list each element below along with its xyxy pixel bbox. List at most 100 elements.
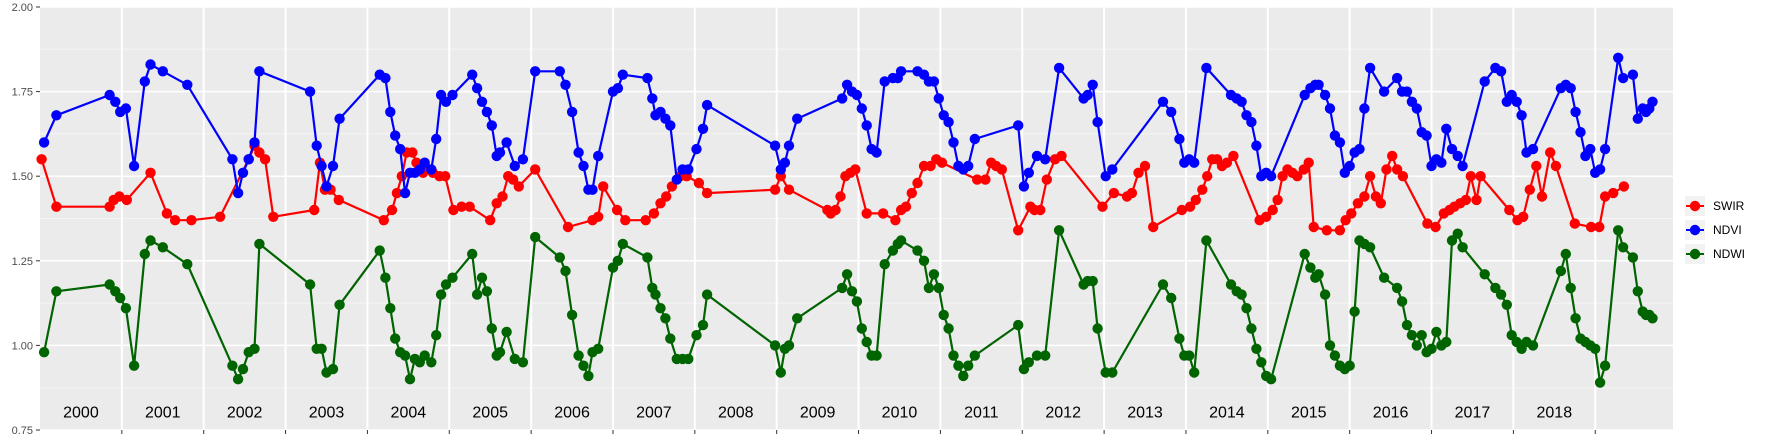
data-point-ndvi bbox=[1421, 130, 1432, 141]
data-point-swir bbox=[1381, 164, 1392, 175]
data-point-swir bbox=[1202, 171, 1213, 182]
data-point-ndwi bbox=[701, 289, 713, 300]
data-point-swir bbox=[268, 211, 279, 222]
data-point-ndvi bbox=[1082, 89, 1093, 101]
data-point-ndvi bbox=[769, 140, 781, 151]
data-point-ndvi bbox=[1265, 171, 1277, 182]
data-point-ndvi bbox=[1166, 106, 1177, 118]
data-point-swir bbox=[1126, 187, 1138, 199]
data-point-swir bbox=[1261, 211, 1272, 222]
data-point-ndwi bbox=[509, 353, 520, 365]
data-point-ndwi bbox=[612, 255, 624, 266]
data-point-ndvi bbox=[792, 113, 803, 124]
data-point-ndwi bbox=[327, 363, 339, 375]
data-point-swir bbox=[1346, 208, 1357, 219]
data-point-ndvi bbox=[1511, 96, 1522, 108]
data-point-ndwi bbox=[115, 292, 126, 304]
data-point-ndwi bbox=[560, 265, 571, 277]
data-point-ndvi bbox=[969, 133, 980, 145]
data-point-ndwi bbox=[861, 336, 872, 348]
year-label: 2002 bbox=[227, 405, 263, 422]
data-point-ndvi bbox=[1446, 143, 1458, 155]
data-point-swir bbox=[169, 215, 181, 226]
data-point-swir bbox=[51, 201, 62, 212]
data-point-swir bbox=[1221, 157, 1233, 168]
data-point-ndwi bbox=[1378, 272, 1390, 283]
year-label: 2006 bbox=[554, 405, 590, 422]
data-point-swir bbox=[1460, 194, 1472, 206]
data-point-swir bbox=[1190, 194, 1202, 206]
data-point-ndvi bbox=[157, 66, 168, 77]
data-point-ndwi bbox=[1364, 242, 1376, 253]
data-point-swir bbox=[620, 215, 631, 226]
legend-key-point bbox=[1689, 200, 1701, 212]
data-point-ndwi bbox=[334, 299, 345, 310]
data-point-swir bbox=[972, 174, 983, 185]
data-point-ndwi bbox=[1570, 313, 1581, 324]
legend-label: NDVI bbox=[1713, 223, 1742, 237]
data-point-swir bbox=[593, 211, 604, 222]
y-tick-label: 1.50 bbox=[12, 171, 33, 183]
data-point-ndvi bbox=[1585, 143, 1596, 155]
data-point-swir bbox=[407, 147, 418, 158]
data-point-ndvi bbox=[1053, 62, 1065, 74]
data-point-ndvi bbox=[120, 103, 132, 114]
data-point-swir bbox=[648, 208, 660, 219]
data-point-swir bbox=[877, 208, 889, 219]
data-point-ndvi bbox=[1599, 143, 1611, 155]
data-point-ndwi bbox=[517, 357, 529, 368]
data-point-ndvi bbox=[327, 160, 339, 172]
y-tick-label: 0.75 bbox=[12, 425, 33, 437]
year-labels: 2000 2001 2002 2003 2004 2005 2006 2007 2008 2009… bbox=[63, 405, 1572, 422]
data-point-ndwi bbox=[1174, 333, 1185, 344]
data-point-ndvi bbox=[1401, 86, 1413, 97]
data-point-ndwi bbox=[431, 330, 442, 341]
data-point-ndwi bbox=[380, 272, 391, 283]
data-point-ndwi bbox=[1313, 269, 1324, 280]
data-point-ndwi bbox=[1107, 367, 1118, 378]
data-point-ndvi bbox=[227, 154, 238, 165]
data-point-ndvi bbox=[1457, 160, 1468, 172]
data-point-ndvi bbox=[1201, 62, 1212, 74]
data-point-ndvi bbox=[1632, 113, 1644, 124]
data-point-ndvi bbox=[395, 143, 406, 155]
data-point-ndwi bbox=[1647, 313, 1658, 324]
data-point-swir bbox=[309, 204, 320, 216]
data-point-ndwi bbox=[953, 360, 964, 371]
data-point-ndvi bbox=[1570, 106, 1581, 118]
data-point-swir bbox=[1465, 171, 1477, 182]
data-point-ndwi bbox=[660, 313, 671, 324]
data-point-swir bbox=[912, 177, 923, 189]
data-point-ndvi bbox=[837, 93, 848, 104]
data-point-ndvi bbox=[1189, 157, 1200, 168]
data-point-swir bbox=[1618, 181, 1630, 192]
data-point-ndvi bbox=[1324, 103, 1336, 114]
data-point-ndvi bbox=[1018, 181, 1030, 192]
legend-item-ndwi: NDWI bbox=[1685, 244, 1745, 264]
data-point-ndwi bbox=[856, 323, 867, 334]
data-point-ndvi bbox=[440, 96, 452, 108]
data-point-ndwi bbox=[769, 340, 781, 351]
data-point-ndwi bbox=[1236, 289, 1247, 300]
data-point-ndwi bbox=[38, 347, 50, 358]
data-point-ndvi bbox=[1436, 157, 1447, 168]
data-point-swir bbox=[214, 211, 226, 222]
data-point-ndwi bbox=[227, 360, 238, 371]
data-point-ndvi bbox=[1107, 164, 1118, 175]
data-point-ndwi bbox=[440, 279, 452, 290]
data-point-ndwi bbox=[642, 252, 653, 263]
data-point-ndvi bbox=[1594, 164, 1606, 175]
data-point-ndvi bbox=[1479, 76, 1490, 87]
data-point-ndvi bbox=[895, 66, 907, 77]
data-point-ndwi bbox=[1441, 336, 1452, 348]
data-point-ndvi bbox=[1565, 83, 1576, 94]
data-point-ndwi bbox=[1013, 319, 1024, 331]
data-point-swir bbox=[491, 198, 502, 209]
data-point-swir bbox=[1056, 150, 1067, 162]
year-label: 2016 bbox=[1373, 405, 1409, 422]
year-label: 2015 bbox=[1291, 405, 1327, 422]
data-point-ndwi bbox=[1401, 319, 1413, 331]
data-point-ndwi bbox=[958, 370, 969, 382]
data-point-ndvi bbox=[316, 160, 327, 172]
